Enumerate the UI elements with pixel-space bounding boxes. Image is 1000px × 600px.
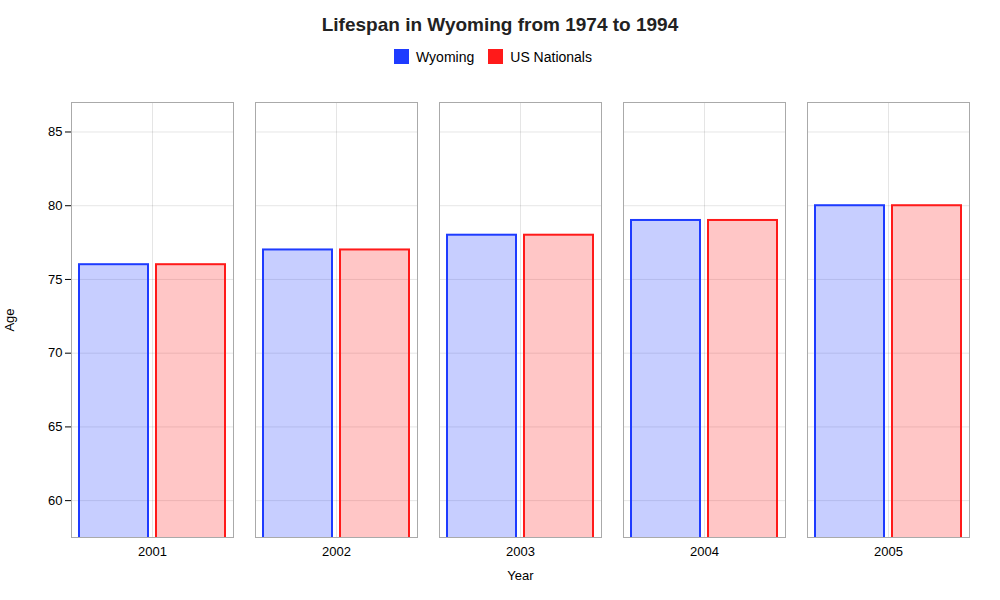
html-text:Wyoming: Wyoming bbox=[416, 48, 475, 65]
svg-text:70: 70 bbox=[48, 345, 62, 360]
svg-text:2002: 2002 bbox=[322, 544, 351, 559]
svg-text:Year: Year bbox=[507, 568, 534, 583]
svg-text:65: 65 bbox=[48, 419, 62, 434]
svg-text:2003: 2003 bbox=[506, 544, 535, 559]
svg-text:60: 60 bbox=[48, 493, 62, 508]
html-text:US Nationals: US Nationals bbox=[510, 48, 592, 65]
svg-text:Age: Age bbox=[2, 308, 17, 331]
svg-text:80: 80 bbox=[48, 198, 62, 213]
svg-text:2004: 2004 bbox=[690, 544, 719, 559]
svg-text:2005: 2005 bbox=[874, 544, 903, 559]
svg-text:2001: 2001 bbox=[138, 544, 167, 559]
html-text:Lifespan in Wyoming from 1974: Lifespan in Wyoming from 1974 to 1994 bbox=[321, 14, 679, 35]
svg-text:85: 85 bbox=[48, 124, 62, 139]
svg-text:75: 75 bbox=[48, 272, 62, 287]
